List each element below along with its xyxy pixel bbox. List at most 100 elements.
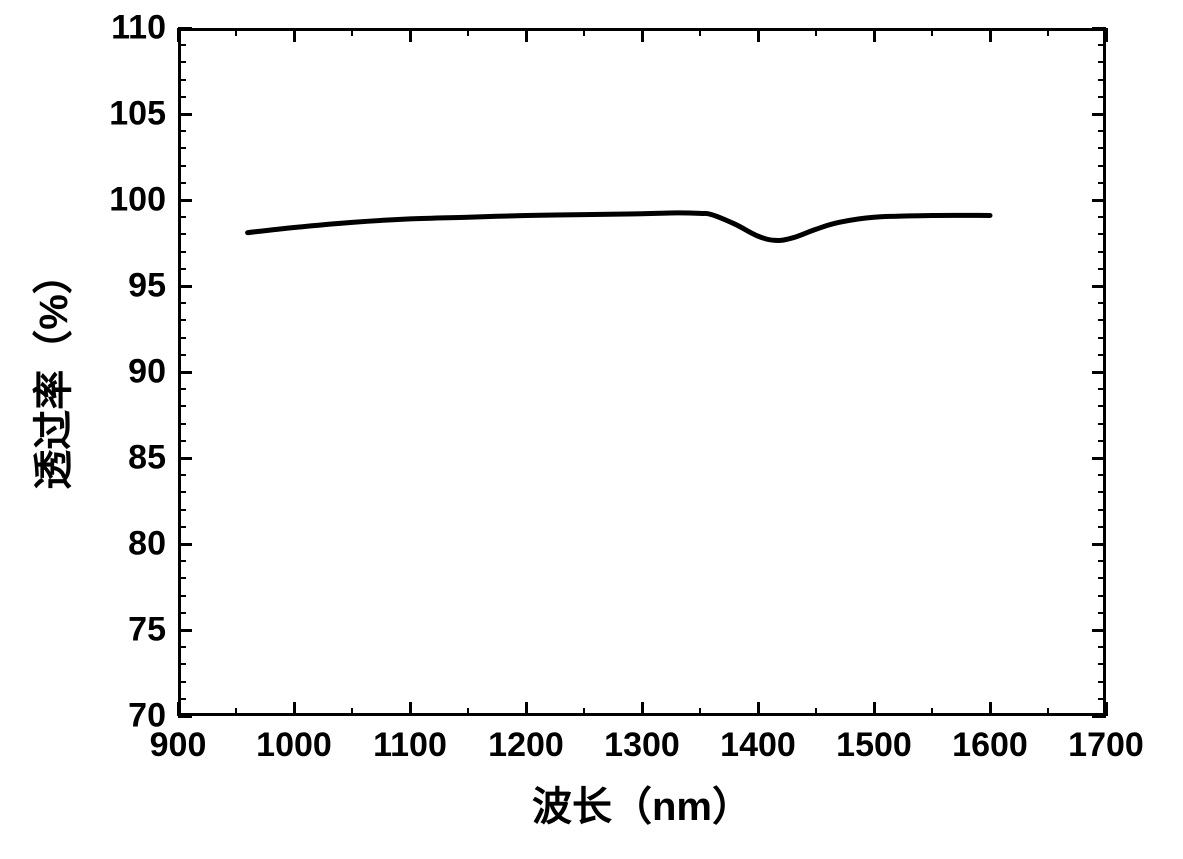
y-minor-tick bbox=[178, 147, 186, 149]
y-minor-tick-right bbox=[1098, 491, 1106, 493]
y-major-tick-right bbox=[1092, 285, 1106, 288]
y-minor-tick bbox=[178, 526, 186, 528]
y-major-tick bbox=[178, 715, 192, 718]
y-major-tick bbox=[178, 27, 192, 30]
y-minor-tick-right bbox=[1098, 405, 1106, 407]
x-tick-label: 1400 bbox=[720, 726, 796, 765]
y-minor-tick bbox=[178, 698, 186, 700]
y-minor-tick-right bbox=[1098, 560, 1106, 562]
y-minor-tick-right bbox=[1098, 663, 1106, 665]
y-minor-tick-right bbox=[1098, 388, 1106, 390]
y-major-tick bbox=[178, 113, 192, 116]
y-minor-tick-right bbox=[1098, 182, 1106, 184]
x-tick-label: 1200 bbox=[488, 726, 564, 765]
y-major-tick-right bbox=[1092, 27, 1106, 30]
y-tick-label: 80 bbox=[128, 525, 166, 564]
x-minor-tick-top bbox=[583, 28, 585, 36]
y-major-tick bbox=[178, 543, 192, 546]
y-minor-tick bbox=[178, 130, 186, 132]
y-tick-label: 105 bbox=[109, 95, 166, 134]
y-minor-tick bbox=[178, 474, 186, 476]
y-minor-tick bbox=[178, 268, 186, 270]
y-major-tick-right bbox=[1092, 457, 1106, 460]
y-minor-tick bbox=[178, 646, 186, 648]
x-minor-tick-top bbox=[699, 28, 701, 36]
y-minor-tick-right bbox=[1098, 440, 1106, 442]
y-major-tick bbox=[178, 629, 192, 632]
x-axis-label: 波长（nm） bbox=[532, 774, 752, 832]
x-minor-tick bbox=[467, 708, 469, 716]
x-minor-tick bbox=[351, 708, 353, 716]
x-minor-tick bbox=[931, 708, 933, 716]
y-minor-tick-right bbox=[1098, 147, 1106, 149]
y-minor-tick bbox=[178, 302, 186, 304]
y-minor-tick-right bbox=[1098, 595, 1106, 597]
y-minor-tick bbox=[178, 79, 186, 81]
x-major-tick-top bbox=[409, 28, 412, 42]
y-major-tick-right bbox=[1092, 199, 1106, 202]
y-minor-tick-right bbox=[1098, 233, 1106, 235]
x-tick-label: 1000 bbox=[256, 726, 332, 765]
x-minor-tick bbox=[699, 708, 701, 716]
y-minor-tick bbox=[178, 165, 186, 167]
x-minor-tick-top bbox=[931, 28, 933, 36]
y-minor-tick bbox=[178, 388, 186, 390]
y-major-tick-right bbox=[1092, 715, 1106, 718]
y-minor-tick-right bbox=[1098, 216, 1106, 218]
x-minor-tick bbox=[235, 708, 237, 716]
y-minor-tick bbox=[178, 681, 186, 683]
y-minor-tick bbox=[178, 491, 186, 493]
x-major-tick-top bbox=[641, 28, 644, 42]
y-minor-tick bbox=[178, 405, 186, 407]
y-minor-tick-right bbox=[1098, 526, 1106, 528]
y-minor-tick-right bbox=[1098, 61, 1106, 63]
y-minor-tick-right bbox=[1098, 646, 1106, 648]
y-minor-tick-right bbox=[1098, 251, 1106, 253]
x-minor-tick-top bbox=[1047, 28, 1049, 36]
y-major-tick bbox=[178, 457, 192, 460]
x-tick-label: 1600 bbox=[952, 726, 1028, 765]
y-minor-tick-right bbox=[1098, 268, 1106, 270]
y-minor-tick-right bbox=[1098, 474, 1106, 476]
x-major-tick bbox=[873, 702, 876, 716]
y-minor-tick-right bbox=[1098, 165, 1106, 167]
y-axis-label: 透过率（%） bbox=[21, 254, 79, 490]
y-minor-tick bbox=[178, 595, 186, 597]
x-major-tick-top bbox=[293, 28, 296, 42]
y-major-tick bbox=[178, 285, 192, 288]
y-minor-tick bbox=[178, 577, 186, 579]
y-major-tick-right bbox=[1092, 543, 1106, 546]
y-minor-tick bbox=[178, 423, 186, 425]
y-minor-tick-right bbox=[1098, 509, 1106, 511]
y-minor-tick bbox=[178, 319, 186, 321]
x-major-tick bbox=[757, 702, 760, 716]
x-major-tick-top bbox=[873, 28, 876, 42]
y-minor-tick-right bbox=[1098, 423, 1106, 425]
y-minor-tick-right bbox=[1098, 698, 1106, 700]
x-minor-tick bbox=[815, 708, 817, 716]
x-minor-tick-top bbox=[815, 28, 817, 36]
y-minor-tick bbox=[178, 509, 186, 511]
y-minor-tick-right bbox=[1098, 354, 1106, 356]
y-minor-tick-right bbox=[1098, 612, 1106, 614]
chart-container: 波长（nm） 透过率（%） 90010001100120013001400150… bbox=[0, 0, 1183, 859]
y-minor-tick bbox=[178, 560, 186, 562]
y-major-tick-right bbox=[1092, 629, 1106, 632]
x-minor-tick bbox=[583, 708, 585, 716]
data-line bbox=[248, 213, 990, 241]
y-minor-tick bbox=[178, 663, 186, 665]
y-minor-tick bbox=[178, 354, 186, 356]
x-major-tick bbox=[525, 702, 528, 716]
y-minor-tick bbox=[178, 44, 186, 46]
y-minor-tick-right bbox=[1098, 44, 1106, 46]
x-tick-label: 1700 bbox=[1068, 726, 1144, 765]
x-major-tick bbox=[409, 702, 412, 716]
x-major-tick-top bbox=[1105, 28, 1108, 42]
y-major-tick bbox=[178, 199, 192, 202]
y-minor-tick bbox=[178, 233, 186, 235]
y-tick-label: 110 bbox=[111, 9, 166, 48]
x-major-tick bbox=[989, 702, 992, 716]
y-tick-label: 100 bbox=[109, 181, 166, 220]
x-tick-label: 1100 bbox=[373, 726, 447, 765]
x-major-tick-top bbox=[757, 28, 760, 42]
